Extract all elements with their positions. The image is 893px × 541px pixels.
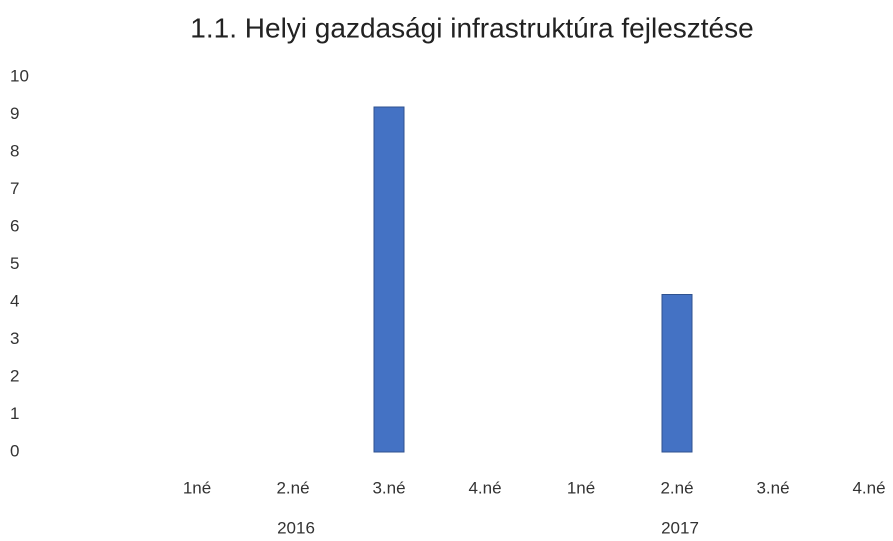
y-tick-label: 0	[10, 441, 19, 460]
x-tick-label: 1né	[183, 478, 211, 497]
y-tick-label: 1	[10, 404, 19, 423]
bar	[661, 294, 693, 453]
y-tick-label: 2	[10, 366, 19, 385]
x-tick-label: 3.né	[372, 478, 405, 497]
y-tick-label: 5	[10, 254, 19, 273]
group-label: 2016	[277, 518, 315, 537]
y-tick-label: 9	[10, 104, 19, 123]
group-label: 2017	[661, 518, 699, 537]
x-tick-label: 4.né	[852, 478, 885, 497]
x-tick-label: 4.né	[468, 478, 501, 497]
y-tick-label: 7	[10, 179, 19, 198]
bar	[373, 106, 405, 453]
y-tick-label: 8	[10, 141, 19, 160]
y-tick-label: 6	[10, 216, 19, 235]
y-tick-label: 4	[10, 291, 19, 310]
x-tick-label: 3.né	[756, 478, 789, 497]
y-tick-label: 3	[10, 329, 19, 348]
chart-title: 1.1. Helyi gazdasági infrastruktúra fejl…	[190, 12, 753, 43]
x-tick-label: 2.né	[276, 478, 309, 497]
x-tick-label: 2.né	[660, 478, 693, 497]
x-tick-label: 1né	[567, 478, 595, 497]
y-tick-label: 10	[10, 66, 29, 85]
